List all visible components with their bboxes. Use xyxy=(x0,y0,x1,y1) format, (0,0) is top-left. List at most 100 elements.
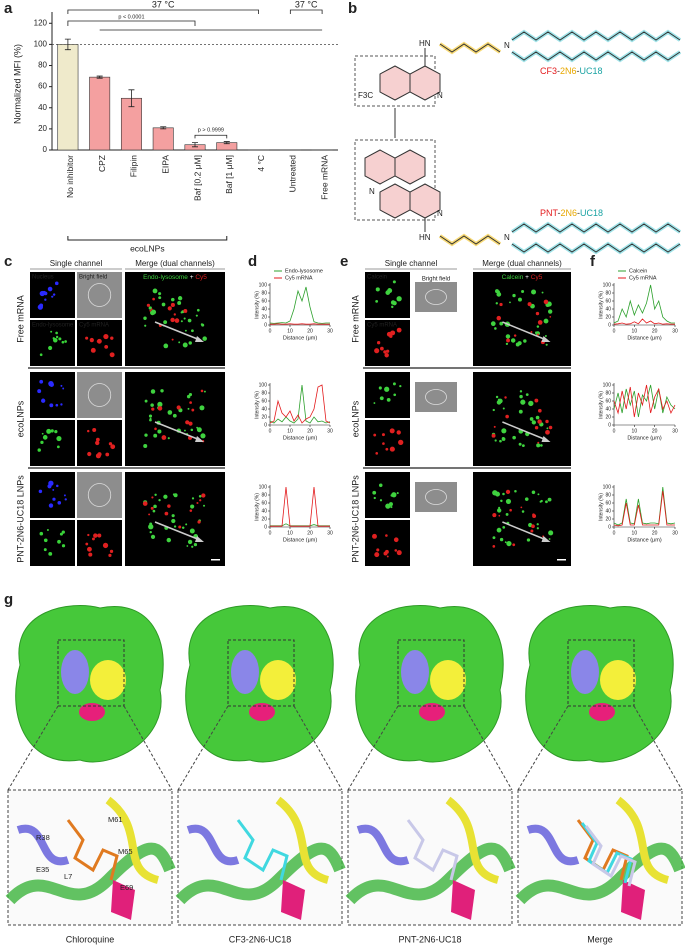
speckle xyxy=(378,483,383,488)
speckle xyxy=(184,329,187,332)
speckle xyxy=(494,327,497,330)
speckle xyxy=(64,498,67,501)
cell-outline xyxy=(425,489,447,505)
x-tick-label: 10 xyxy=(287,530,293,536)
axes xyxy=(613,383,675,426)
speckle xyxy=(501,428,507,434)
y-tick-label: 80 xyxy=(605,290,611,296)
ligand-title: Chloroquine xyxy=(66,934,115,944)
micrograph xyxy=(30,520,75,566)
x-axis-title: Distance (μm) xyxy=(283,435,318,441)
speckle xyxy=(104,344,109,349)
speckle xyxy=(501,437,506,441)
speckle xyxy=(157,401,163,407)
column-header: Single channel xyxy=(50,259,103,268)
x-axis-title: Distance (μm) xyxy=(627,537,662,543)
speckle xyxy=(524,497,529,501)
speckle xyxy=(46,428,52,434)
y-tick-label: 80 xyxy=(38,61,47,70)
speckle xyxy=(495,395,499,399)
speckle xyxy=(548,425,553,430)
speckle xyxy=(48,551,53,556)
speckle xyxy=(92,428,97,432)
micrograph xyxy=(415,282,457,312)
speckle xyxy=(505,489,511,495)
micrograph xyxy=(365,272,410,318)
speckle xyxy=(203,504,206,507)
x-tick-label: 10 xyxy=(632,328,638,334)
speckle xyxy=(538,408,542,413)
speckle xyxy=(520,399,526,405)
speckle xyxy=(531,524,535,529)
speckle xyxy=(150,309,157,315)
speckle xyxy=(108,553,112,557)
speckle xyxy=(545,343,548,346)
speckle xyxy=(87,451,92,457)
speckle xyxy=(191,497,195,500)
speckle xyxy=(390,506,393,509)
surface-patch xyxy=(260,660,296,700)
speckle xyxy=(163,343,169,349)
y-tick-label: 40 xyxy=(38,103,47,112)
speckle xyxy=(528,400,534,407)
structure-diagram xyxy=(354,29,682,255)
ribbon xyxy=(111,880,135,920)
speckle xyxy=(200,389,204,393)
atom-label: HN xyxy=(419,39,431,48)
speckle xyxy=(148,513,151,516)
speckle xyxy=(198,494,202,498)
speckle xyxy=(509,301,511,304)
speckle xyxy=(43,548,47,552)
line-series xyxy=(613,318,675,325)
y-axis-title: Intensity (%) xyxy=(254,291,260,319)
y-tick-label: 20 xyxy=(261,414,267,420)
speckle xyxy=(178,341,181,344)
speckle xyxy=(48,503,54,508)
speckle xyxy=(61,340,65,344)
ribbon xyxy=(5,842,176,905)
x-tick-label: 0 xyxy=(613,428,616,434)
speckle xyxy=(62,387,65,390)
panel-label: e xyxy=(340,253,348,270)
y-tick-label: 0 xyxy=(43,145,48,154)
speckle xyxy=(386,555,389,558)
legend-label: Endo-lysosome xyxy=(285,268,323,274)
micrograph xyxy=(30,472,75,518)
speckle xyxy=(182,342,188,348)
atom-label: HN xyxy=(419,233,431,242)
panel-label: c xyxy=(4,253,12,270)
x-tick-label: 30 xyxy=(327,428,333,434)
speckle xyxy=(61,544,66,548)
speckle xyxy=(509,508,512,512)
speckle xyxy=(157,429,162,434)
speckle xyxy=(191,545,194,548)
micrograph xyxy=(77,372,122,418)
speckle xyxy=(389,334,393,338)
speckle xyxy=(502,492,505,496)
y-axis-title: Intensity (%) xyxy=(598,391,604,419)
speckle xyxy=(544,334,547,337)
protein-surface xyxy=(15,605,164,763)
y-tick-label: 20 xyxy=(261,516,267,522)
speckle xyxy=(531,490,536,495)
row-label: PNT-2N6-UC18 LNPs xyxy=(15,475,25,563)
speckle xyxy=(39,531,44,536)
profile-arrowhead xyxy=(541,436,551,442)
speckle xyxy=(152,509,156,513)
x-tick-label: 10 xyxy=(632,530,638,536)
speckle xyxy=(85,336,89,340)
speckle xyxy=(502,526,506,529)
x-axis-title: Distance (μm) xyxy=(283,335,318,341)
surface-patch xyxy=(401,650,429,694)
y-tick-label: 80 xyxy=(605,390,611,396)
surface-patch xyxy=(231,650,259,694)
speckle xyxy=(95,440,100,446)
speckle xyxy=(96,339,100,343)
speckle xyxy=(543,318,549,324)
zoom-region xyxy=(227,639,295,707)
line-series xyxy=(270,486,330,527)
speckle xyxy=(87,429,90,433)
zoom-box xyxy=(7,789,173,926)
axes xyxy=(269,485,330,528)
y-tick-label: 40 xyxy=(605,406,611,412)
